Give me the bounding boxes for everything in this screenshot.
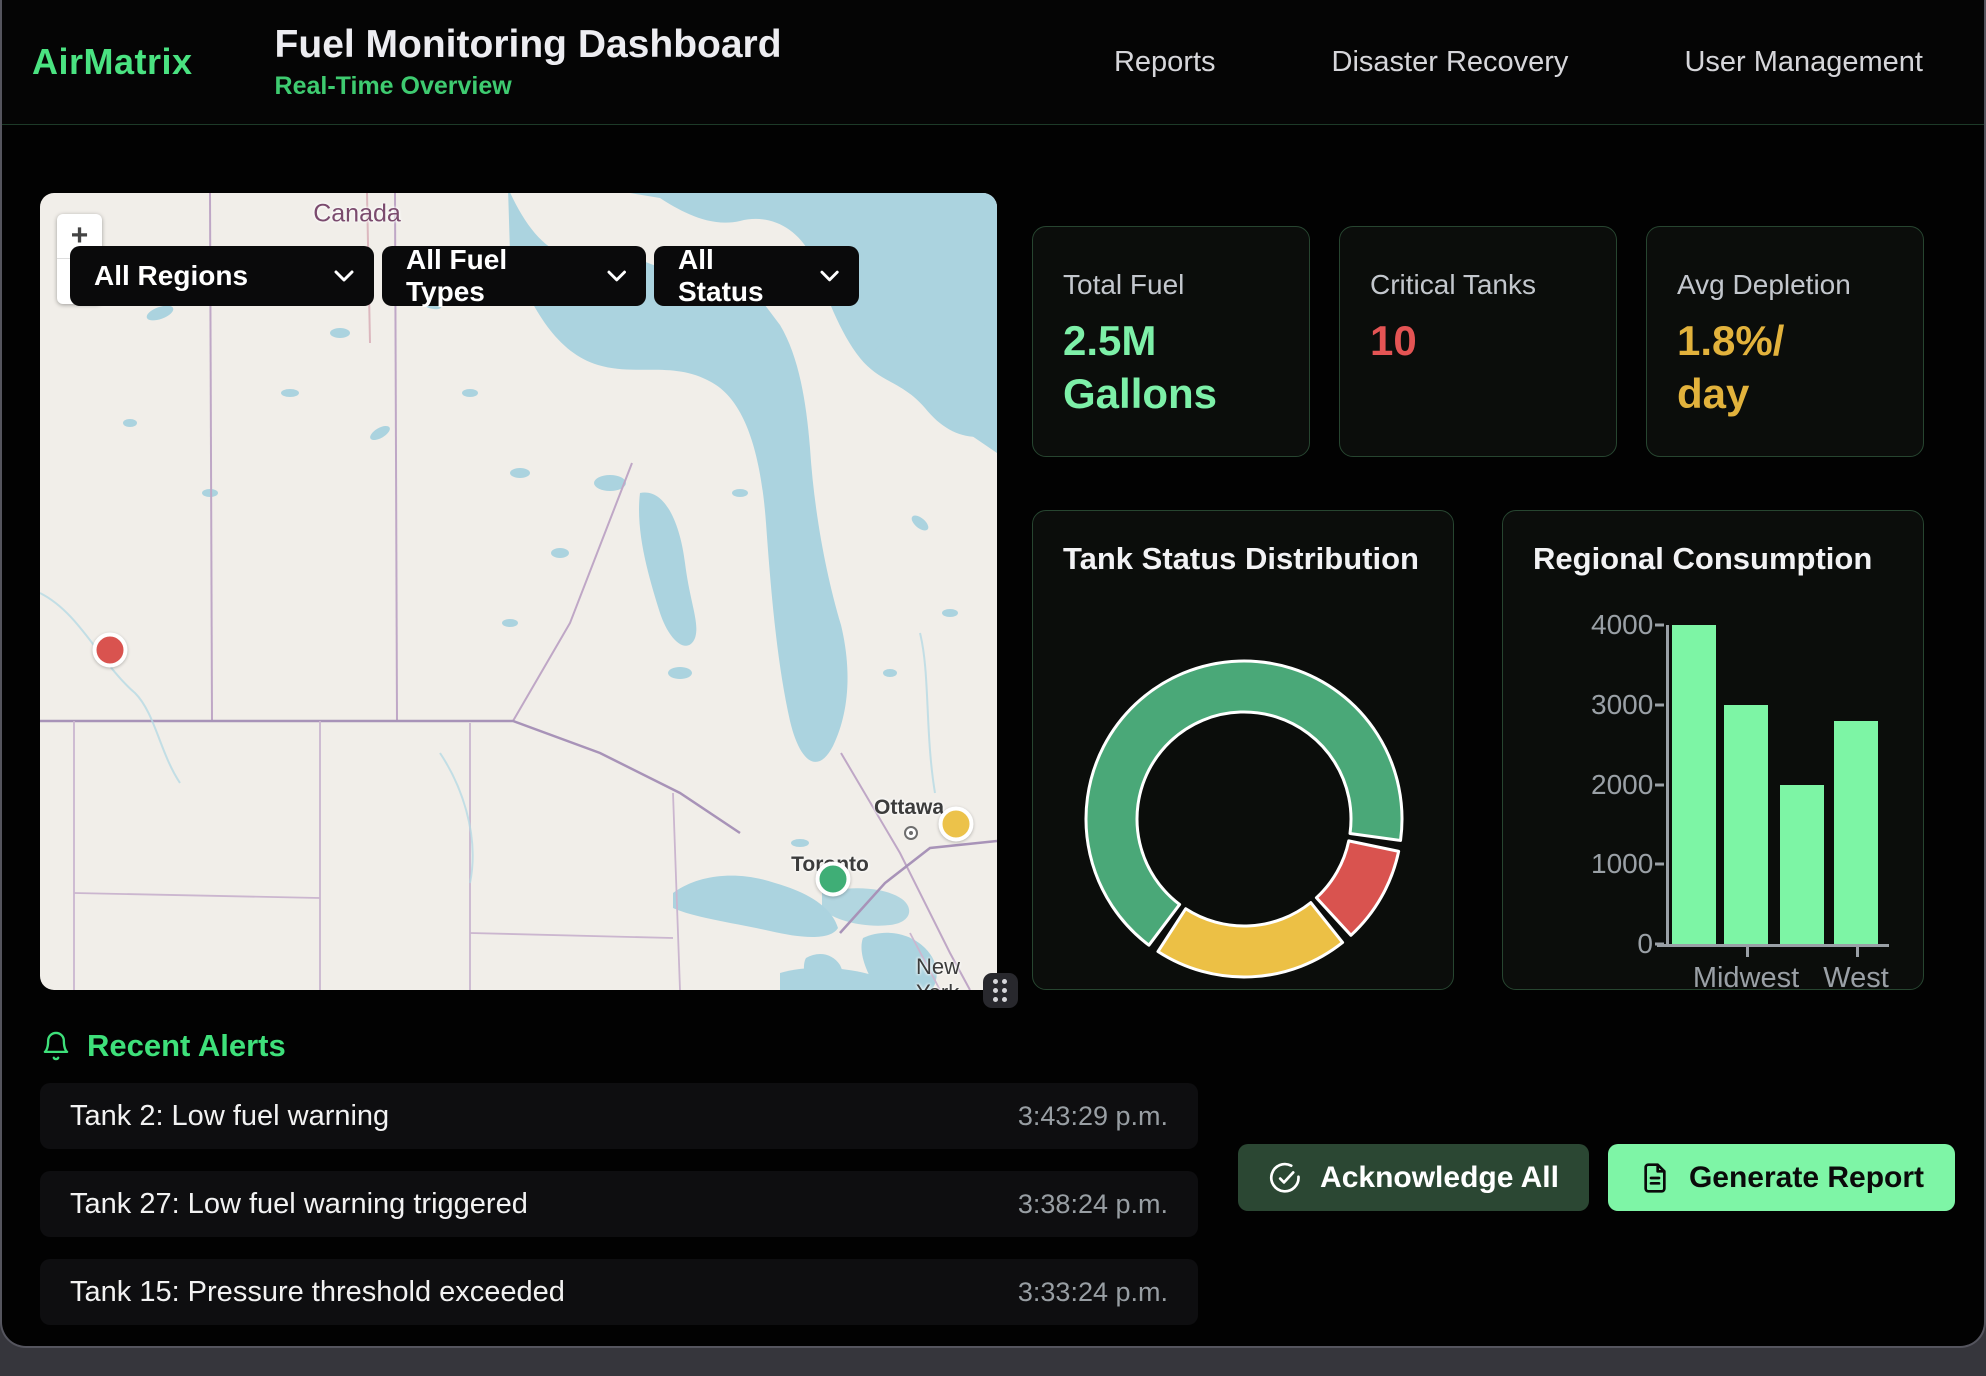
stat-value: 2.5M Gallons [1063,315,1279,420]
nav-reports[interactable]: Reports [1114,46,1216,79]
bar-col3 [1780,785,1824,945]
alert-row: Tank 27: Low fuel warning triggered 3:38… [40,1171,1198,1237]
donut-segment-warning [1158,903,1343,977]
tank-status-title: Tank Status Distribution [1033,511,1453,577]
bell-icon [40,1029,72,1063]
alert-message: Tank 27: Low fuel warning triggered [70,1188,528,1221]
title-block: Fuel Monitoring Dashboard Real-Time Over… [275,23,782,101]
bar-West [1834,721,1878,944]
x-category-label: Midwest [1693,962,1799,995]
stat-label: Total Fuel [1063,269,1279,301]
tank-status-panel: Tank Status Distribution [1032,510,1454,990]
status-filter-value: All Status [678,244,802,308]
region-filter-value: All Regions [94,260,248,292]
check-circle-icon [1268,1161,1302,1195]
stat-value: 10 [1370,315,1586,368]
alert-time: 3:43:29 p.m. [1018,1101,1168,1132]
page-title: Fuel Monitoring Dashboard [275,23,782,68]
y-tick-mark [1655,863,1664,866]
alert-row: Tank 2: Low fuel warning 3:43:29 p.m. [40,1083,1198,1149]
generate-report-label: Generate Report [1689,1161,1924,1195]
map-label-ottawa: Ottawa [874,796,944,820]
y-tick-label: 0 [1591,928,1653,960]
x-tick-mark [1746,947,1749,957]
stat-card-critical-tanks: Critical Tanks 10 [1339,226,1617,457]
chevron-down-icon [607,270,626,282]
x-category-label: West [1823,962,1889,995]
region-filter-dropdown[interactable]: All Regions [70,246,374,306]
alert-row: Tank 15: Pressure threshold exceeded 3:3… [40,1259,1198,1325]
stat-card-total-fuel: Total Fuel 2.5M Gallons [1032,226,1310,457]
stat-value: 1.8%/ day [1677,315,1893,420]
tank-marker-critical[interactable] [92,633,127,668]
main-nav: Reports Disaster Recovery User Managemen… [1114,46,1923,79]
fuel-type-filter-dropdown[interactable]: All Fuel Types [382,246,646,306]
bar-col1 [1672,625,1716,944]
chevron-down-icon [334,270,354,282]
stat-label: Critical Tanks [1370,269,1586,301]
nav-disaster-recovery[interactable]: Disaster Recovery [1332,46,1569,79]
recent-alerts-title: Recent Alerts [87,1028,286,1064]
map-resize-handle[interactable] [983,973,1018,1008]
y-tick-mark [1655,624,1664,627]
app-window: AirMatrix Fuel Monitoring Dashboard Real… [0,0,1986,1348]
regional-consumption-panel: Regional Consumption 01000200030004000Mi… [1502,510,1924,990]
acknowledge-all-button[interactable]: Acknowledge All [1238,1144,1589,1211]
alert-time: 3:38:24 p.m. [1018,1189,1168,1220]
brand-logo: AirMatrix [32,41,193,83]
map-filters: All Regions All Fuel Types All Status [70,246,859,306]
x-axis-line [1657,944,1889,947]
y-tick-label: 1000 [1591,848,1653,880]
y-tick-label: 4000 [1591,609,1653,641]
tank-marker-normal[interactable] [816,862,851,897]
y-tick-mark [1655,703,1664,706]
nav-user-management[interactable]: User Management [1684,46,1923,79]
y-tick-mark [1655,943,1664,946]
y-axis-line [1666,625,1669,944]
recent-alerts-header: Recent Alerts [40,1028,286,1064]
donut-segment-critical [1316,841,1398,935]
map-label-newyork: New York [916,954,970,990]
map-label-canada: Canada [313,200,401,229]
fuel-type-filter-value: All Fuel Types [406,244,589,308]
status-filter-dropdown[interactable]: All Status [654,246,859,306]
chevron-down-icon [820,270,839,282]
screen: AirMatrix Fuel Monitoring Dashboard Real… [0,0,1986,1376]
page-subtitle: Real-Time Overview [275,72,782,101]
generate-report-button[interactable]: Generate Report [1608,1144,1955,1211]
regional-consumption-bar-chart: 01000200030004000MidwestWest [1503,511,1923,989]
header: AirMatrix Fuel Monitoring Dashboard Real… [2,0,1984,125]
acknowledge-all-label: Acknowledge All [1320,1161,1559,1195]
bar-Midwest [1724,705,1768,944]
map-canvas[interactable]: Canada Ottawa Toronto New York + − All R… [40,193,997,990]
stat-label: Avg Depletion [1677,269,1893,301]
alert-message: Tank 2: Low fuel warning [70,1100,389,1133]
stat-card-avg-depletion: Avg Depletion 1.8%/ day [1646,226,1924,457]
alert-time: 3:33:24 p.m. [1018,1277,1168,1308]
y-tick-label: 3000 [1591,689,1653,721]
tank-marker-warning[interactable] [938,807,973,842]
x-tick-mark [1856,947,1859,957]
report-document-icon [1639,1161,1671,1195]
alert-message: Tank 15: Pressure threshold exceeded [70,1276,565,1309]
tank-status-donut-chart [1082,657,1406,981]
y-tick-mark [1655,783,1664,786]
ottawa-town-icon [904,826,918,840]
y-tick-label: 2000 [1591,769,1653,801]
